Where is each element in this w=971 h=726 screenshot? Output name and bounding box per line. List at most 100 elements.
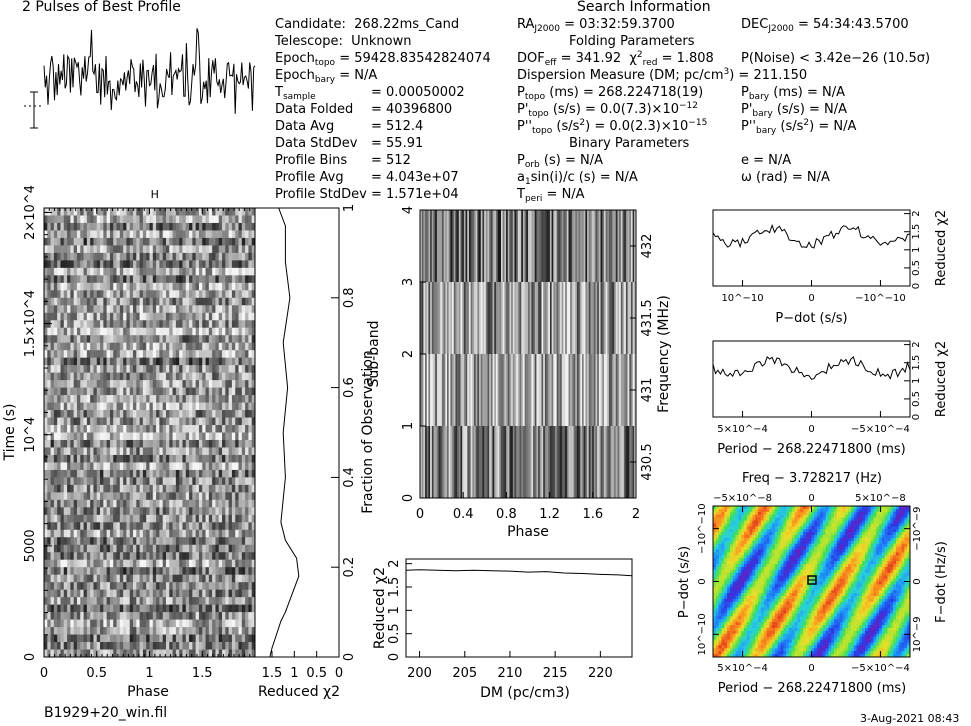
time-phase-cell <box>140 605 144 613</box>
time-phase-cell <box>173 455 177 463</box>
time-phase-cell <box>64 268 68 276</box>
time-phase-cell <box>126 358 130 366</box>
time-phase-cell <box>140 500 144 508</box>
time-phase-cell <box>206 447 210 455</box>
time-phase-cell <box>199 515 203 523</box>
time-phase-cell <box>60 597 64 605</box>
time-phase-cell <box>133 597 137 605</box>
time-phase-cell <box>103 582 107 590</box>
time-phase-cell <box>100 522 104 530</box>
time-phase-cell <box>107 358 111 366</box>
time-phase-cell <box>87 253 91 261</box>
time-phase-cell <box>143 612 147 620</box>
time-phase-cell <box>133 470 137 478</box>
time-phase-cell <box>126 298 130 306</box>
time-phase-cell <box>100 268 104 276</box>
time-phase-cell <box>206 425 210 433</box>
time-phase-cell <box>153 230 157 238</box>
time-phase-cell <box>209 268 213 276</box>
time-phase-cell <box>54 350 58 358</box>
time-phase-cell <box>84 275 88 283</box>
time-phase-cell <box>93 612 97 620</box>
time-phase-cell <box>146 290 150 298</box>
time-phase-cell <box>67 223 71 231</box>
time-phase-cell <box>143 575 147 583</box>
time-phase-cell <box>150 650 154 658</box>
time-phase-cell <box>186 290 190 298</box>
time-phase-cell <box>219 350 223 358</box>
time-phase-cell <box>67 567 71 575</box>
time-phase-cell <box>163 627 167 635</box>
time-phase-cell <box>245 290 249 298</box>
time-phase-cell <box>126 515 130 523</box>
time-phase-cell <box>143 455 147 463</box>
pdot-xtick-label: 0 <box>808 293 814 304</box>
ppdot-cell <box>896 518 899 521</box>
ppdot-cell <box>738 521 741 524</box>
time-phase-cell <box>206 440 210 448</box>
time-phase-cell <box>176 590 180 598</box>
time-phase-cell <box>67 238 71 246</box>
ppdot-cell <box>797 515 800 518</box>
time-phase-cell <box>232 627 236 635</box>
time-phase-cell <box>212 575 216 583</box>
time-phase-cell <box>97 223 101 231</box>
time-phase-cell <box>136 567 140 575</box>
time-phase-cell <box>117 440 121 448</box>
time-phase-cell <box>196 590 200 598</box>
time-phase-cell <box>153 612 157 620</box>
time-phase-cell <box>146 425 150 433</box>
ppdot-cell <box>840 518 843 521</box>
time-phase-cell <box>199 223 203 231</box>
time-phase-cell <box>107 388 111 396</box>
ppdot-cell <box>772 512 775 515</box>
time-phase-cell <box>97 477 101 485</box>
time-phase-cell <box>206 567 210 575</box>
ppdot-cell <box>792 515 795 518</box>
time-phase-cell <box>186 380 190 388</box>
dm-xtick-label: 210 <box>498 666 523 681</box>
time-phase-cell <box>70 328 74 336</box>
time-phase-cell <box>179 620 183 628</box>
time-phase-cell <box>242 223 246 231</box>
time-phase-cell <box>169 425 173 433</box>
ppdot-cell <box>834 518 837 521</box>
time-phase-cell <box>120 642 124 650</box>
time-phase-cell <box>182 275 186 283</box>
time-phase-cell <box>64 567 68 575</box>
subband-ytick-label: 0 <box>401 494 416 502</box>
time-phase-cell <box>229 373 233 381</box>
time-phase-cell <box>44 582 48 590</box>
time-phase-cell <box>169 320 173 328</box>
time-phase-cell <box>80 343 84 351</box>
time-phase-cell <box>47 537 51 545</box>
time-phase-cell <box>64 627 68 635</box>
time-phase-cell <box>225 260 229 268</box>
time-phase-cell <box>166 530 170 538</box>
time-phase-cell <box>235 365 239 373</box>
time-phase-cell <box>130 305 134 313</box>
time-phase-cell <box>117 612 121 620</box>
time-phase-cell <box>232 305 236 313</box>
time-phase-cell <box>143 268 147 276</box>
time-phase-cell <box>239 268 243 276</box>
time-phase-cell <box>156 425 160 433</box>
time-phase-cell <box>130 485 134 493</box>
time-phase-cell <box>196 343 200 351</box>
time-phase-cell <box>133 537 137 545</box>
time-phase-cell <box>215 260 219 268</box>
time-phase-cell <box>199 560 203 568</box>
time-phase-cell <box>64 335 68 343</box>
time-phase-cell <box>176 650 180 658</box>
time-phase-cell <box>176 455 180 463</box>
time-phase-cell <box>202 350 206 358</box>
time-phase-cell <box>87 425 91 433</box>
time-phase-cell <box>173 260 177 268</box>
time-phase-cell <box>222 208 226 216</box>
time-phase-cell <box>225 290 229 298</box>
time-phase-cell <box>93 290 97 298</box>
time-phase-cell <box>176 635 180 643</box>
time-phase-cell <box>173 485 177 493</box>
time-phase-cell <box>192 320 196 328</box>
time-phase-cell <box>57 462 61 470</box>
